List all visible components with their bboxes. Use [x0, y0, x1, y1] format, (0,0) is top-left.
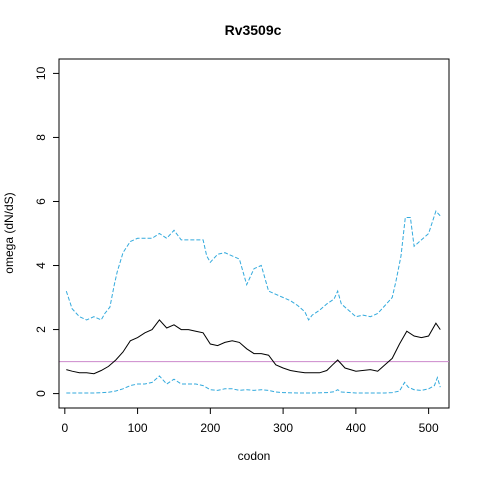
chart-title: Rv3509c: [225, 22, 282, 38]
y-tick-label: 2: [34, 326, 48, 333]
y-tick-label: 8: [34, 134, 48, 141]
series-line-3: [66, 375, 441, 394]
y-tick-label: 6: [34, 198, 48, 205]
x-tick-label: 400: [346, 421, 366, 435]
plot-box: [58, 58, 450, 409]
y-axis-label: omega (dN/dS): [2, 192, 16, 273]
x-tick-label: 500: [419, 421, 439, 435]
y-tick-label: 10: [34, 66, 48, 80]
y-tick-label: 4: [34, 262, 48, 269]
y-tick-label: 0: [34, 390, 48, 397]
x-tick-label: 100: [128, 421, 148, 435]
x-tick-label: 300: [273, 421, 293, 435]
x-axis-label: codon: [238, 449, 271, 463]
x-tick-label: 0: [61, 421, 68, 435]
y-axis: 0 2 4 6 8 10: [34, 66, 60, 397]
series-line-1: [66, 319, 441, 375]
x-tick-label: 200: [200, 421, 220, 435]
series-line-2: [65, 210, 441, 321]
x-axis: 0 100 200 300 400 500: [61, 407, 439, 435]
